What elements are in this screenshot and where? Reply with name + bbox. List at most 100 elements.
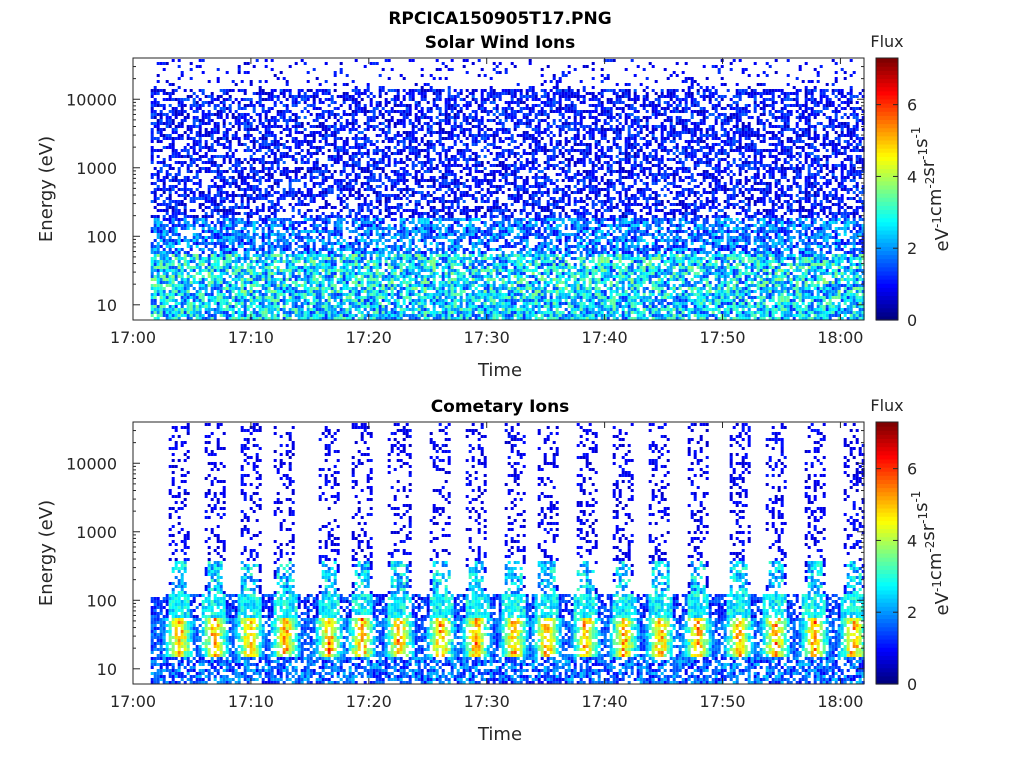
heatmap-cell xyxy=(231,215,235,218)
heatmap-cell xyxy=(435,233,439,236)
heatmap-cell xyxy=(384,239,388,242)
heatmap-cell xyxy=(291,209,295,212)
heatmap-cell xyxy=(201,89,205,92)
heatmap-cell xyxy=(399,248,403,251)
heatmap-cell xyxy=(342,254,346,257)
heatmap-cell xyxy=(306,293,310,296)
heatmap-cell xyxy=(198,278,202,281)
heatmap-cell xyxy=(279,113,283,116)
heatmap-cell xyxy=(225,263,229,266)
heatmap-cell xyxy=(150,293,154,296)
heatmap-cell xyxy=(276,245,280,248)
heatmap-cell xyxy=(339,137,343,140)
heatmap-cell xyxy=(378,227,382,230)
heatmap-cell xyxy=(411,257,415,260)
heatmap-cell xyxy=(420,128,424,131)
heatmap-cell xyxy=(351,218,355,221)
heatmap-cell xyxy=(366,152,370,155)
heatmap-cell xyxy=(366,299,370,302)
heatmap-cell xyxy=(393,146,397,149)
heatmap-cell xyxy=(435,218,439,221)
heatmap-cell xyxy=(249,302,253,305)
heatmap-cell xyxy=(288,185,292,188)
heatmap-cell xyxy=(435,59,439,62)
heatmap-cell xyxy=(216,203,220,206)
heatmap-cell xyxy=(165,116,169,119)
heatmap-cell xyxy=(336,95,340,98)
heatmap-cell xyxy=(252,140,256,143)
heatmap-cell xyxy=(324,176,328,179)
heatmap-cell xyxy=(432,230,436,233)
heatmap-cell xyxy=(162,299,166,302)
heatmap-cell xyxy=(273,206,277,209)
heatmap-cell xyxy=(225,314,229,317)
heatmap-cell xyxy=(396,209,400,212)
heatmap-cell xyxy=(282,269,286,272)
heatmap-cell xyxy=(171,296,175,299)
heatmap-cell xyxy=(318,299,322,302)
heatmap-cell xyxy=(429,134,433,137)
heatmap-cell xyxy=(372,113,376,116)
heatmap-cell xyxy=(264,113,268,116)
heatmap-cell xyxy=(267,266,271,269)
heatmap-cell xyxy=(351,128,355,131)
heatmap-cell xyxy=(240,278,244,281)
heatmap-cell xyxy=(378,281,382,284)
heatmap-cell xyxy=(321,146,325,149)
heatmap-cell xyxy=(393,197,397,200)
heatmap-cell xyxy=(360,152,364,155)
heatmap-cell xyxy=(192,152,196,155)
heatmap-cell xyxy=(354,134,358,137)
heatmap-cell xyxy=(354,239,358,242)
heatmap-cell xyxy=(432,224,436,227)
heatmap-cell xyxy=(186,155,190,158)
heatmap-cell xyxy=(231,155,235,158)
heatmap-cell xyxy=(444,119,448,122)
heatmap-cell xyxy=(381,194,385,197)
heatmap-cell xyxy=(288,299,292,302)
heatmap-cell xyxy=(258,143,262,146)
heatmap-cell xyxy=(315,194,319,197)
heatmap-cell xyxy=(435,140,439,143)
heatmap-cell xyxy=(357,299,361,302)
heatmap-cell xyxy=(345,161,349,164)
heatmap-cell xyxy=(201,239,205,242)
heatmap-cell xyxy=(426,278,430,281)
heatmap-cell xyxy=(357,89,361,92)
heatmap-cell xyxy=(366,236,370,239)
heatmap-cell xyxy=(429,185,433,188)
heatmap-cell xyxy=(411,317,415,320)
heatmap-cell xyxy=(171,200,175,203)
heatmap-cell xyxy=(372,296,376,299)
heatmap-cell xyxy=(411,299,415,302)
heatmap-cell xyxy=(396,104,400,107)
heatmap-cell xyxy=(300,215,304,218)
heatmap-cell xyxy=(165,119,169,122)
heatmap-cell xyxy=(192,302,196,305)
heatmap-cell xyxy=(279,197,283,200)
heatmap-cell xyxy=(399,206,403,209)
heatmap-cell xyxy=(267,248,271,251)
heatmap-cell xyxy=(414,314,418,317)
heatmap-cell xyxy=(252,245,256,248)
heatmap-cell xyxy=(219,245,223,248)
heatmap-cell xyxy=(204,290,208,293)
heatmap-cell xyxy=(153,221,157,224)
heatmap-cell xyxy=(339,290,343,293)
heatmap-cell xyxy=(348,245,352,248)
heatmap-cell xyxy=(165,125,169,128)
heatmap-cell xyxy=(426,248,430,251)
heatmap-cell xyxy=(249,299,253,302)
heatmap-cell xyxy=(372,227,376,230)
heatmap-cell xyxy=(390,284,394,287)
heatmap-cell xyxy=(153,101,157,104)
heatmap-cell xyxy=(357,167,361,170)
heatmap-cell xyxy=(387,254,391,257)
heatmap-cell xyxy=(171,254,175,257)
heatmap-cell xyxy=(267,263,271,266)
heatmap-cell xyxy=(171,263,175,266)
heatmap-cell xyxy=(330,311,334,314)
heatmap-cell xyxy=(393,125,397,128)
heatmap-cell xyxy=(153,149,157,152)
heatmap-cell xyxy=(228,236,232,239)
